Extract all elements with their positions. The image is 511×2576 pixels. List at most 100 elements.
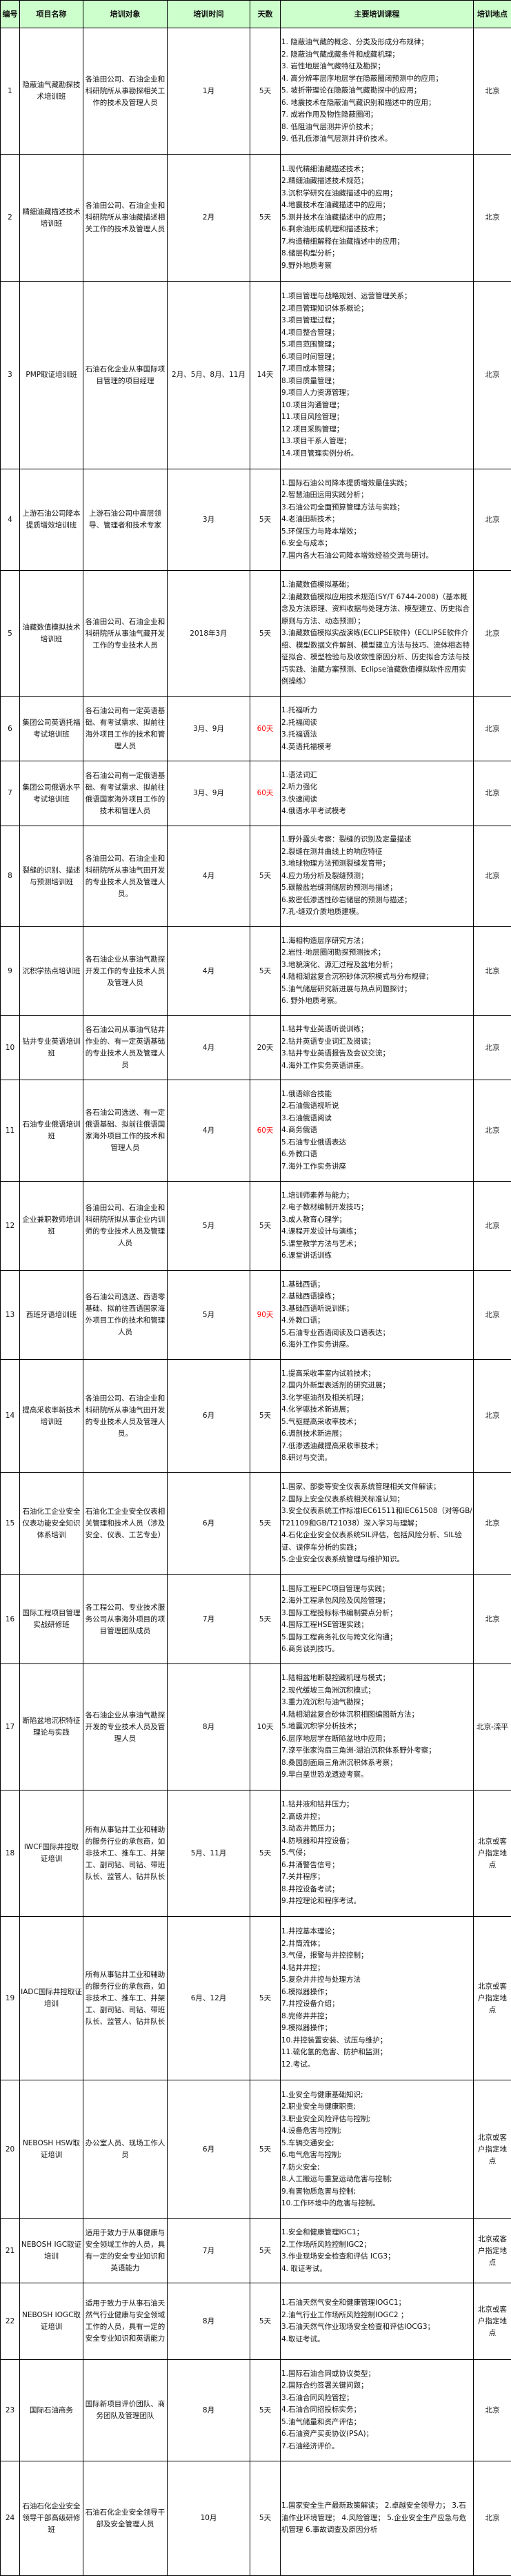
project-name: 沉积学热点培训班 <box>20 927 83 1016</box>
course-list: 1.国家、部委等安全仪表系统管理相关文件解读；2.国际上安全仪表系统相关标准认知… <box>281 1473 474 1575</box>
course-item: 2.国际上安全仪表系统相关标准认知； <box>281 1494 472 1506</box>
training-days: 5天 <box>250 2360 281 2461</box>
course-item: 4. 高分辨率层序地层学在隐蔽圈闭预测中的应用； <box>281 73 472 86</box>
row-number: 11 <box>1 1080 20 1182</box>
training-days: 20天 <box>250 1016 281 1080</box>
training-days: 5天 <box>250 1360 281 1473</box>
row-number: 5 <box>1 571 20 697</box>
training-target: 适用于致力于从事石油天然气行业健康与安全领域工作的人员，具有一定的安全专业知识和… <box>83 2283 168 2360</box>
course-list: 1.国际石油公司降本提质增效最佳实践；2.智慧油田运用实践分析；3.石油公司全面… <box>281 469 474 571</box>
row-number: 17 <box>1 1664 20 1790</box>
course-item: 2.国际合约签署关键问题； <box>281 2380 472 2392</box>
training-time: 7月 <box>168 1575 250 1664</box>
training-time: 2月、5月、8月、11月 <box>168 282 250 469</box>
training-days: 5天 <box>250 2080 281 2219</box>
course-item: 5.油气储层研究新进展与热点问题探讨； <box>281 984 472 996</box>
course-item: 9.野外地质考察 <box>281 260 472 273</box>
course-item: 8.完修井井控； <box>281 2011 472 2023</box>
course-item: 7.防火安全; <box>281 2162 472 2174</box>
course-item: 6. 地震技术在隐蔽油气藏识别和描述中的应用； <box>281 97 472 110</box>
training-location: 北京或客户指定地点 <box>474 2080 511 2219</box>
training-time: 5月、11月 <box>168 1790 250 1917</box>
training-days: 5天 <box>250 1473 281 1575</box>
row-number: 16 <box>1 1575 20 1664</box>
training-time: 6月、12月 <box>168 1917 250 2080</box>
course-item: 3.快速阅读 <box>281 794 472 806</box>
project-name: 钻井专业英语培训班 <box>20 1016 83 1080</box>
training-target: 各油田公司、石油企业和科研院所从事油气藏开发工作的专业技术人员 <box>83 571 168 697</box>
training-time: 6月 <box>168 1360 250 1473</box>
training-location: 北京 <box>474 571 511 697</box>
training-target: 各石油公司有一定英语基础、有考试需求、拟前往海外项目工作的技术和管理人员 <box>83 697 168 761</box>
course-list: 1.石油天然气安全和健康管理IOGC1；2.油气行业工作场所风险控制IOGC2 … <box>281 2283 474 2360</box>
project-name: 集团公司英语托福考试培训班 <box>20 697 83 761</box>
course-item: 7.构造精细解释在油藏描述中的应用； <box>281 236 472 248</box>
course-item: 3. 岩性地层油气藏特征及勘探； <box>281 61 472 73</box>
course-item: 9.井控理论和程序考试。 <box>281 1895 472 1908</box>
training-location: 北京或客户指定地点 <box>474 2219 511 2283</box>
training-target: 各石油公司选送、西语零基础、拟前往西语国家海外项目工作的技术和管理人员 <box>83 1271 168 1360</box>
course-item: 14.项目管理实例分析。 <box>281 448 472 460</box>
row-number: 3 <box>1 282 20 469</box>
course-list: 1.业安全与健康基础知识;2.职业安全与健康职责;3.职业安全风险评估与控制;4… <box>281 2080 474 2219</box>
course-item: 8.人工搬运与重复运动危害与控制; <box>281 2174 472 2186</box>
course-item: 1.基础西语； <box>281 1279 472 1291</box>
training-location: 北京 <box>474 1016 511 1080</box>
course-item: 5.石油专业俄语表达 <box>281 1137 472 1149</box>
course-item: 2.智慧油田运用实践分析； <box>281 489 472 502</box>
course-item: 5.企业安全仪表系统管理与维护知识。 <box>281 1554 472 1566</box>
course-item: 4.地震技术在油藏描述中的应用； <box>281 199 472 212</box>
training-time: 3月 <box>168 469 250 571</box>
training-days: 5天 <box>250 826 281 927</box>
course-item: 3.项目管理过程； <box>281 315 472 327</box>
training-days: 5天 <box>250 927 281 1016</box>
row-number: 10 <box>1 1016 20 1080</box>
course-list: 1.国家安全生产最新政策解读； 2.卓越安全领导力； 3.石油作业环境管理； 4… <box>281 2461 474 2576</box>
course-item: 3.化学驱油剂及相关机理； <box>281 1392 472 1405</box>
course-item: 1.国家安全生产最新政策解读； 2.卓越安全领导力； 3.石油作业环境管理； 4… <box>281 2500 472 2537</box>
training-location: 北京 <box>474 826 511 927</box>
training-days: 5天 <box>250 1575 281 1664</box>
course-item: 5.地震沉积学分析技术； <box>281 1721 472 1733</box>
course-item: 8.研讨与交流。 <box>281 1452 472 1465</box>
course-item: 6.安全与成本； <box>281 538 472 550</box>
training-target: 各油田公司、石油企业和科研院所从事油气田开发的专业技术人员及管理人员。 <box>83 1360 168 1473</box>
course-list: 1.海相构造层序研究方法；2.岩性-地层圈闭勘探预测技术；3.地貌演化、源汇过程… <box>281 927 474 1016</box>
course-list: 1.国际石油合同或协议类型；2.国际合约签署关键问题；3.石油合同风险管控；4.… <box>281 2360 474 2461</box>
header-no: 编号 <box>1 1 20 28</box>
training-target: 适用于致力于从事健康与安全领域工作的人员，具有一定的安全专业知识和英语能力 <box>83 2219 168 2283</box>
course-item: 8.桑园剖面扇三角洲沉积体系考察； <box>281 1757 472 1770</box>
course-item: 6.层序地层学在断陷盆地中应用； <box>281 1733 472 1746</box>
course-item: 4.钻井井控； <box>281 1962 472 1975</box>
course-item: 4.取证考试。 <box>281 2334 472 2346</box>
training-target: 各油田公司、石油企业和科研院所从事油气田开发的专业技术人员及管理人员。 <box>83 826 168 927</box>
training-days: 90天 <box>250 1271 281 1360</box>
training-days: 60天 <box>250 697 281 761</box>
course-item: 6.课堂讲话训练 <box>281 1250 472 1262</box>
training-location: 北京或客户指定地点 <box>474 1917 511 2080</box>
course-item: 9.有害物质危害与控制; <box>281 2186 472 2198</box>
training-target: 各石油公司选送、有一定俄语基础、拟前往俄语国家海外项目工作的技术和管理人员 <box>83 1080 168 1182</box>
training-time: 8月 <box>168 1664 250 1790</box>
course-item: 7.石油经济评价。 <box>281 2441 472 2453</box>
course-list: 1.项目管理与战略规划、运营管理关系；2.项目管理知识体系概论；3.项目管理过程… <box>281 282 474 469</box>
course-item: 5.石油专业西语阅读及口语表达； <box>281 1327 472 1340</box>
row-number: 20 <box>1 2080 20 2219</box>
course-item: 1.培训师素养与能力； <box>281 1190 472 1202</box>
training-location: 北京 <box>474 1360 511 1473</box>
course-item: 2.钻井英语专业词汇及阅读； <box>281 1036 472 1048</box>
course-item: 4.外教口语； <box>281 1315 472 1327</box>
course-item: 3.地球物理方法预测裂缝发育带； <box>281 858 472 870</box>
course-item: 1.国际工程EPC项目管理与实践； <box>281 1583 472 1596</box>
course-item: 4.老油田新技术； <box>281 514 472 526</box>
course-item: 9.模拟器操作； <box>281 2022 472 2035</box>
course-item: 2. 隐蔽油气藏成藏条件和成藏机理； <box>281 49 472 61</box>
